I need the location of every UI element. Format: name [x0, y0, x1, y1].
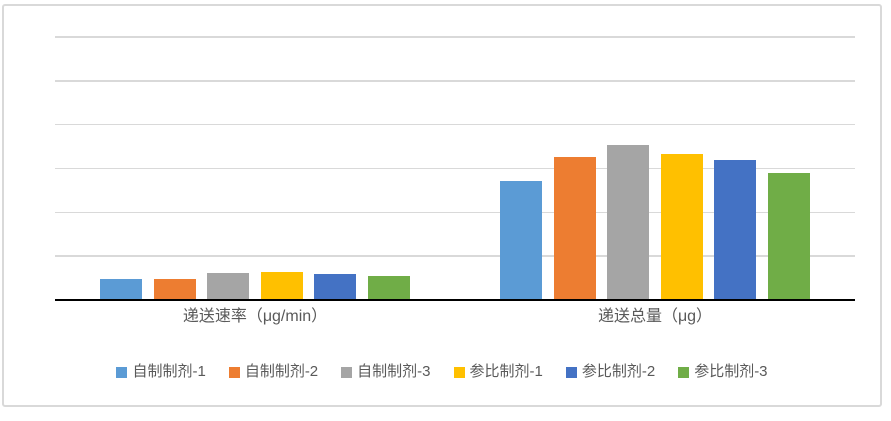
legend-swatch-icon — [228, 366, 240, 378]
plot-area — [55, 36, 855, 301]
legend-swatch-icon — [565, 366, 577, 378]
gridline — [55, 123, 855, 126]
chart-panel: 递送速率（μg/min） 递送总量（μg） 自制制剂-1 自制制剂-2 自制制剂-3… — [2, 4, 882, 407]
legend-label: 自制制剂-3 — [357, 363, 431, 380]
bar-series1-cat2 — [500, 181, 542, 300]
bar-series5-cat2 — [714, 159, 757, 300]
bar-series2-cat1 — [153, 278, 196, 300]
bar-series6-cat2 — [768, 172, 810, 300]
legend-item-3: 自制制剂-3 — [341, 363, 431, 380]
bar-series6-cat1 — [368, 275, 410, 300]
legend-label: 参比制剂-3 — [694, 363, 768, 380]
gridline — [55, 211, 855, 214]
legend-item-6: 参比制剂-3 — [678, 363, 768, 380]
legend-label: 参比制剂-1 — [469, 363, 543, 380]
category-axis: 递送速率（μg/min） 递送总量（μg） — [55, 307, 855, 327]
category-label-delivery-total: 递送总量（μg） — [597, 308, 713, 325]
x-axis-line — [55, 299, 855, 301]
gridline — [55, 167, 855, 170]
bar-series1-cat1 — [100, 279, 142, 300]
gridline — [55, 255, 855, 257]
bar-series2-cat2 — [553, 156, 596, 300]
legend: 自制制剂-1 自制制剂-2 自制制剂-3 参比制剂-1 参比制剂-2 参比制剂-3 — [4, 364, 880, 380]
legend-swatch-icon — [678, 366, 690, 378]
legend-swatch-icon — [341, 366, 353, 378]
legend-item-4: 参比制剂-1 — [453, 363, 543, 380]
legend-item-2: 自制制剂-2 — [228, 363, 319, 380]
bar-series4-cat1 — [260, 271, 303, 300]
legend-item-1: 自制制剂-1 — [116, 363, 206, 380]
legend-swatch-icon — [453, 366, 465, 378]
gridline — [55, 36, 855, 38]
bar-series3-cat2 — [607, 144, 650, 300]
legend-label: 自制制剂-1 — [132, 363, 206, 380]
bar-series3-cat1 — [207, 272, 250, 300]
gridline — [55, 80, 855, 82]
legend-item-5: 参比制剂-2 — [565, 363, 656, 380]
bar-series5-cat1 — [314, 274, 357, 300]
bar-series4-cat2 — [660, 153, 703, 300]
legend-label: 自制制剂-2 — [244, 363, 319, 380]
legend-swatch-icon — [116, 366, 128, 378]
category-label-delivery-rate: 递送速率（μg/min） — [182, 308, 328, 325]
legend-label: 参比制剂-2 — [581, 363, 656, 380]
